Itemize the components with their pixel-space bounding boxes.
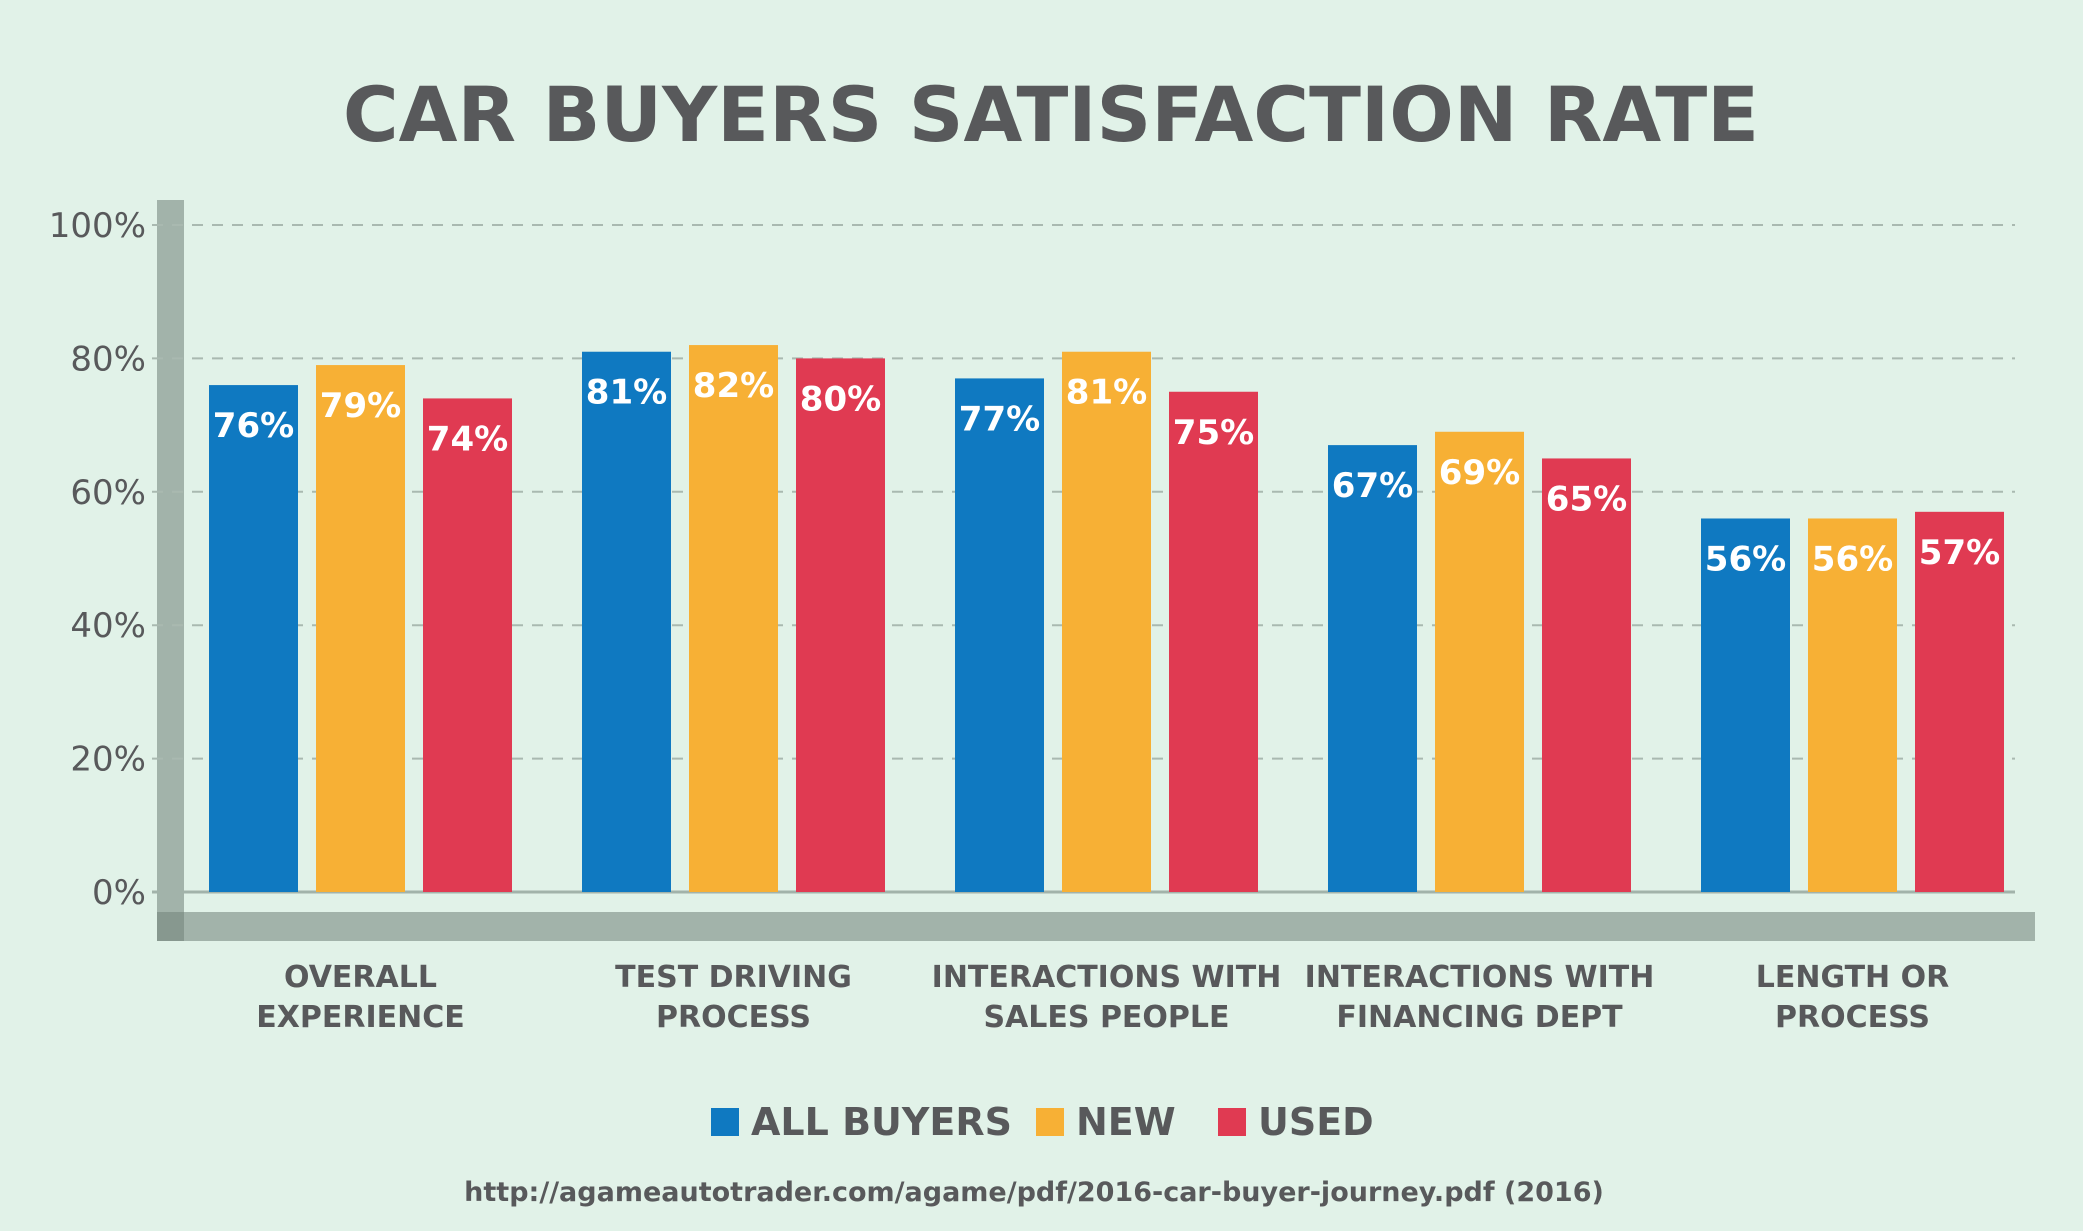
- category-label: EXPERIENCE: [256, 1000, 464, 1035]
- bar: [316, 365, 405, 892]
- bar: [1915, 511, 2004, 892]
- category-label: OVERALL: [284, 960, 437, 995]
- bar: [796, 358, 885, 892]
- data-label: 77%: [959, 399, 1040, 439]
- y-tick-label: 100%: [49, 206, 146, 246]
- data-label: 82%: [693, 366, 774, 406]
- legend-swatch: [1218, 1108, 1246, 1136]
- category-label: LENGTH OR: [1756, 960, 1949, 995]
- bar: [209, 385, 298, 892]
- legend-swatch: [1036, 1108, 1064, 1136]
- bar: [955, 378, 1044, 892]
- bar: [1328, 445, 1417, 892]
- data-label: 76%: [213, 406, 294, 446]
- legend-label: ALL BUYERS: [751, 1100, 1012, 1144]
- data-label: 80%: [800, 379, 881, 419]
- data-label: 74%: [427, 419, 508, 459]
- data-label: 56%: [1705, 539, 1786, 579]
- category-label: TEST DRIVING: [615, 960, 852, 995]
- axis-corner: [157, 912, 184, 941]
- bar: [1435, 431, 1524, 892]
- bar: [1701, 518, 1790, 892]
- y-axis-bar: [157, 200, 184, 941]
- category-label: PROCESS: [1775, 1000, 1930, 1035]
- bar: [582, 351, 671, 893]
- y-tick-label: 80%: [70, 339, 146, 379]
- data-label: 79%: [320, 386, 401, 426]
- bar: [689, 345, 778, 892]
- data-label: 65%: [1546, 479, 1627, 519]
- data-label: 57%: [1919, 533, 2000, 573]
- data-label: 75%: [1173, 413, 1254, 453]
- data-label: 81%: [586, 373, 667, 413]
- bar: [423, 398, 512, 892]
- legend-swatch: [711, 1108, 739, 1136]
- data-label: 81%: [1066, 373, 1147, 413]
- data-label: 69%: [1439, 453, 1520, 493]
- bar: [1062, 351, 1151, 893]
- category-label: PROCESS: [656, 1000, 811, 1035]
- y-tick-label: 0%: [92, 873, 146, 913]
- chart-title: CAR BUYERS SATISFACTION RATE: [343, 70, 1759, 159]
- y-tick-label: 60%: [70, 473, 146, 513]
- category-label: FINANCING DEPT: [1336, 1000, 1623, 1035]
- x-axis-bar: [157, 912, 2035, 941]
- data-label: 67%: [1332, 466, 1413, 506]
- category-label: INTERACTIONS WITH: [932, 960, 1282, 995]
- y-tick-label: 40%: [70, 606, 146, 646]
- bar: [1169, 391, 1258, 892]
- category-label: INTERACTIONS WITH: [1305, 960, 1655, 995]
- legend-label: USED: [1258, 1100, 1374, 1144]
- y-tick-label: 20%: [70, 740, 146, 780]
- bar: [1808, 518, 1897, 892]
- legend-label: NEW: [1076, 1100, 1176, 1144]
- bar: [1542, 458, 1631, 892]
- data-label: 56%: [1812, 539, 1893, 579]
- source-note: http://agameautotrader.com/agame/pdf/201…: [464, 1177, 1604, 1208]
- category-label: SALES PEOPLE: [983, 1000, 1229, 1035]
